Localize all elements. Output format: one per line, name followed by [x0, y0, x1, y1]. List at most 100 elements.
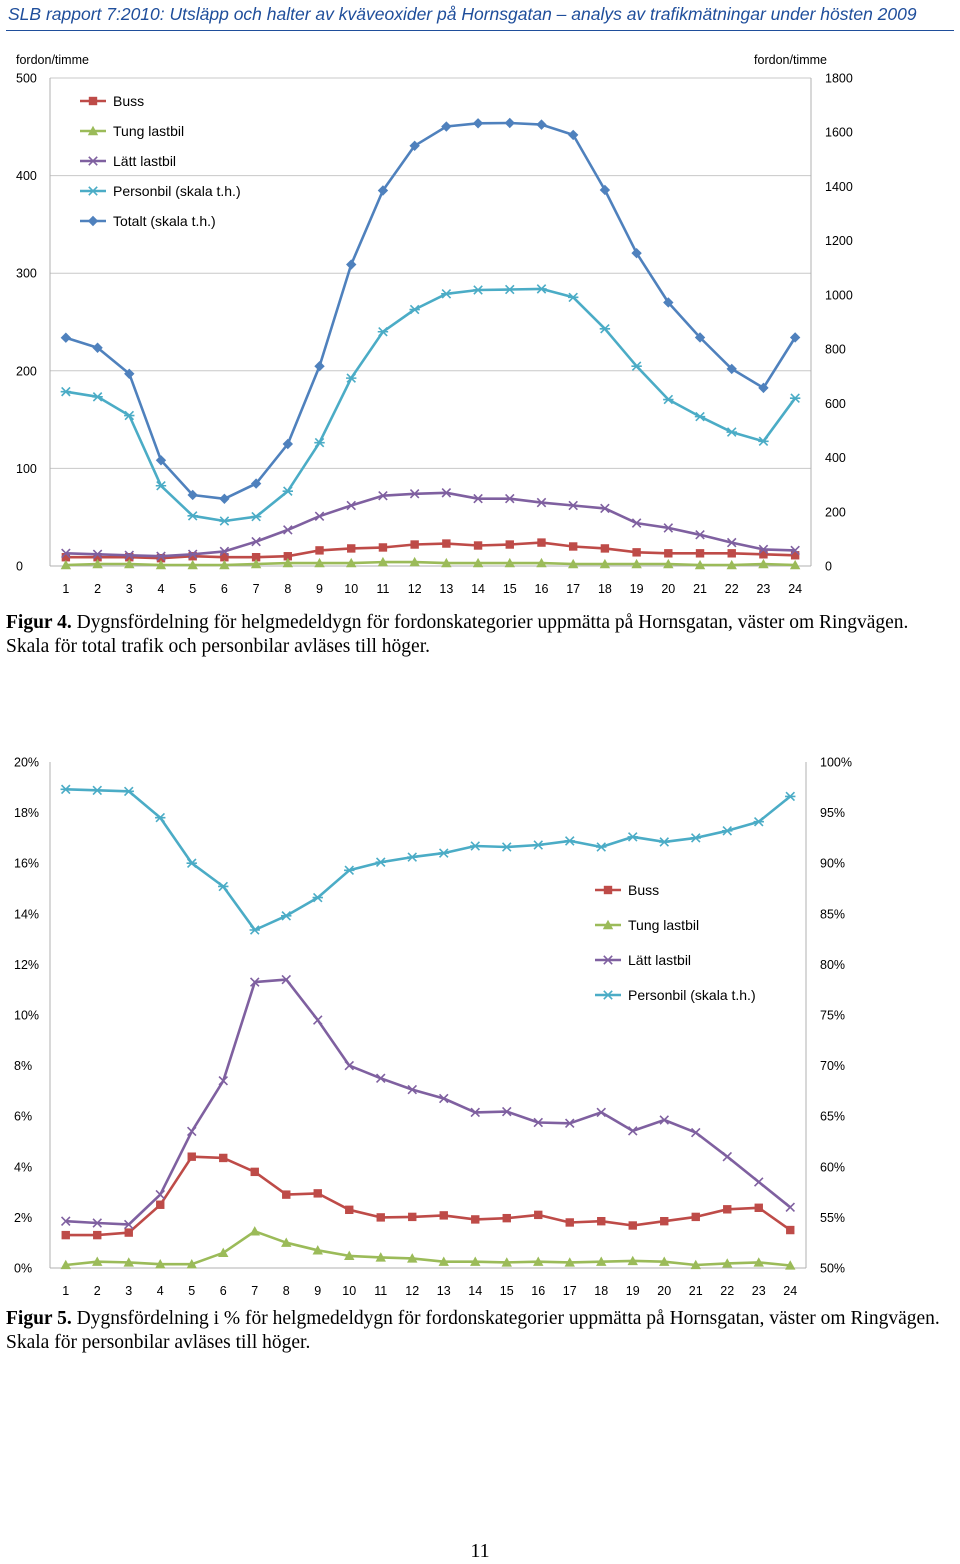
chart2-series-buss-point — [93, 1230, 102, 1240]
chart2-series-personbil-point — [281, 911, 292, 921]
chart2-x-tick-label: 21 — [689, 1284, 703, 1298]
chart2-x-tick-label: 5 — [188, 1284, 195, 1298]
chart1-series-latt-point — [124, 550, 135, 561]
chart2-x-tick-label: 12 — [405, 1284, 419, 1298]
chart2-series-tung-point — [60, 1259, 71, 1270]
chart1-series-personbil-point — [441, 289, 452, 299]
chart2-series-latt-point — [627, 1126, 638, 1136]
chart1-series-tung-point — [758, 558, 769, 569]
chart2-series-personbil-point — [753, 816, 764, 827]
chart1-series-tung-point — [472, 557, 484, 568]
chart2-x-tick-label: 13 — [437, 1284, 451, 1298]
chart2-series-latt-point — [92, 1218, 103, 1228]
chart2-series-buss-point — [723, 1205, 732, 1214]
chart1-series-buss-line — [65, 541, 796, 560]
chart1-series-totalt-point — [789, 332, 801, 343]
chart1-series-totalt-point — [92, 342, 103, 353]
chart1-x-tick-label: 8 — [284, 582, 291, 596]
chart2-x-tick-label: 4 — [157, 1284, 164, 1298]
chart2-x-tick-label: 7 — [251, 1284, 258, 1298]
chart1-right-tick-label: 1400 — [825, 180, 853, 194]
chart2-series-latt-point — [60, 1216, 71, 1226]
chart2-left-tick-label: 4% — [14, 1160, 32, 1174]
chart2-x-tick-label: 15 — [500, 1284, 514, 1298]
chart2-legend: Buss Tung lastbil Lätt lastbil Personbil (s… — [595, 882, 756, 1003]
chart1-series-buss-point — [727, 549, 736, 558]
chart1-series-totalt-point — [155, 455, 167, 466]
chart2-series-buss-point — [597, 1216, 606, 1226]
chart1-series-buss-point — [473, 541, 483, 550]
chart2-series-tung-point — [407, 1253, 418, 1263]
chart2-series-tung-point — [123, 1257, 134, 1267]
chart1-series-personbil-point — [726, 427, 737, 437]
header-rule — [6, 30, 954, 31]
chart1-series-latt-point — [726, 537, 737, 548]
chart1-series-totalt-point — [377, 185, 389, 196]
chart2-legend-label-tung: Tung lastbil — [628, 917, 699, 933]
chart2-x-tick-label: 3 — [125, 1284, 132, 1298]
chart2-series-buss-point — [754, 1203, 763, 1212]
chart1-series-latt-point — [600, 503, 610, 514]
chart1-series-personbil-point — [187, 511, 198, 521]
chart2-series-personbil-point — [470, 841, 481, 851]
chart1-series-personbil-point — [567, 292, 579, 303]
chart2-series-personbil-point — [407, 852, 418, 862]
chart1-legend-label-totalt: Totalt (skala t.h.) — [113, 213, 216, 229]
chart1-left-tick-label: 500 — [16, 72, 37, 86]
chart1-series-personbil-point — [250, 511, 262, 522]
chart2-series-latt-point — [218, 1076, 229, 1086]
chart2-legend-label-latt: Lätt lastbil — [628, 952, 691, 968]
chart1-series-buss-point — [220, 553, 229, 562]
chart2-series-personbil-point — [722, 826, 733, 836]
chart2-series-personbil-point — [218, 881, 229, 892]
chart2-left-tick-label: 16% — [14, 857, 39, 871]
chart1-x-tick-label: 3 — [126, 582, 133, 596]
chart1-x-tick-label: 13 — [439, 582, 453, 596]
chart2-series-personbil-point — [312, 892, 323, 903]
chart1-series-totalt-point — [346, 259, 357, 270]
chart1-series-personbil-point — [694, 411, 706, 422]
figure-5-label: Figur 5. — [6, 1308, 72, 1329]
chart2-series-personbil-point — [186, 858, 197, 868]
chart2-series-personbil-point — [438, 848, 449, 858]
chart2-series-tung-point — [564, 1257, 575, 1267]
report-header: SLB rapport 7:2010: Utsläpp och halter a… — [8, 4, 917, 24]
chart2-series-buss-point — [439, 1211, 448, 1220]
chart2-series-tung-point — [344, 1250, 355, 1261]
chart1-series-personbil-point — [599, 324, 611, 334]
chart1-series-latt-point — [409, 489, 420, 499]
chart2-series-latt-point — [375, 1073, 386, 1084]
chart1-series-personbil-point — [758, 436, 769, 447]
chart1-right-tick-label: 800 — [825, 343, 846, 357]
chart2-series-buss-point — [502, 1213, 511, 1223]
chart1-series-buss-point — [790, 551, 800, 560]
chart2-left-tick-label: 18% — [14, 806, 39, 820]
chart1-series-buss-point — [442, 539, 451, 548]
chart2-series-buss-point — [471, 1215, 480, 1224]
chart2-series-tung-point — [312, 1245, 323, 1255]
chart1-series-tung-point — [219, 559, 230, 570]
chart2-series-tung-point — [249, 1226, 260, 1236]
chart1-series-latt-point — [156, 551, 166, 562]
chart2-series-latt-point — [596, 1107, 607, 1118]
chart2-right-tick-label: 70% — [820, 1059, 845, 1073]
chart2-series-tung-point — [690, 1259, 701, 1270]
chart1-right-axis-label: fordon/timme — [754, 53, 827, 67]
chart1-legend: Buss Tung lastbil Lätt lastbil Personbil (s… — [80, 93, 241, 229]
chart2-series-tung-point — [596, 1256, 607, 1266]
chart1-series-buss-point — [664, 549, 673, 558]
chart2-series-tung — [60, 1226, 796, 1270]
chart2-series-latt-point — [659, 1115, 670, 1125]
chart2-series-latt-point — [155, 1189, 166, 1200]
chart2-series-tung-point — [155, 1259, 166, 1269]
chart1-series-tung-point — [92, 558, 103, 569]
chart2-series-personbil-point — [690, 833, 701, 843]
chart1-series-totalt-point — [124, 368, 135, 379]
chart2-series-tung-point — [753, 1257, 764, 1267]
chart1-series-personbil-point — [409, 304, 420, 315]
chart1-legend-marker-personbil — [87, 186, 99, 196]
chart2-series-buss-point — [565, 1218, 574, 1227]
chart1-x-tick-label: 10 — [344, 582, 358, 596]
chart1-series-personbil-point — [631, 361, 642, 371]
chart2-series-personbil-point — [533, 840, 544, 850]
